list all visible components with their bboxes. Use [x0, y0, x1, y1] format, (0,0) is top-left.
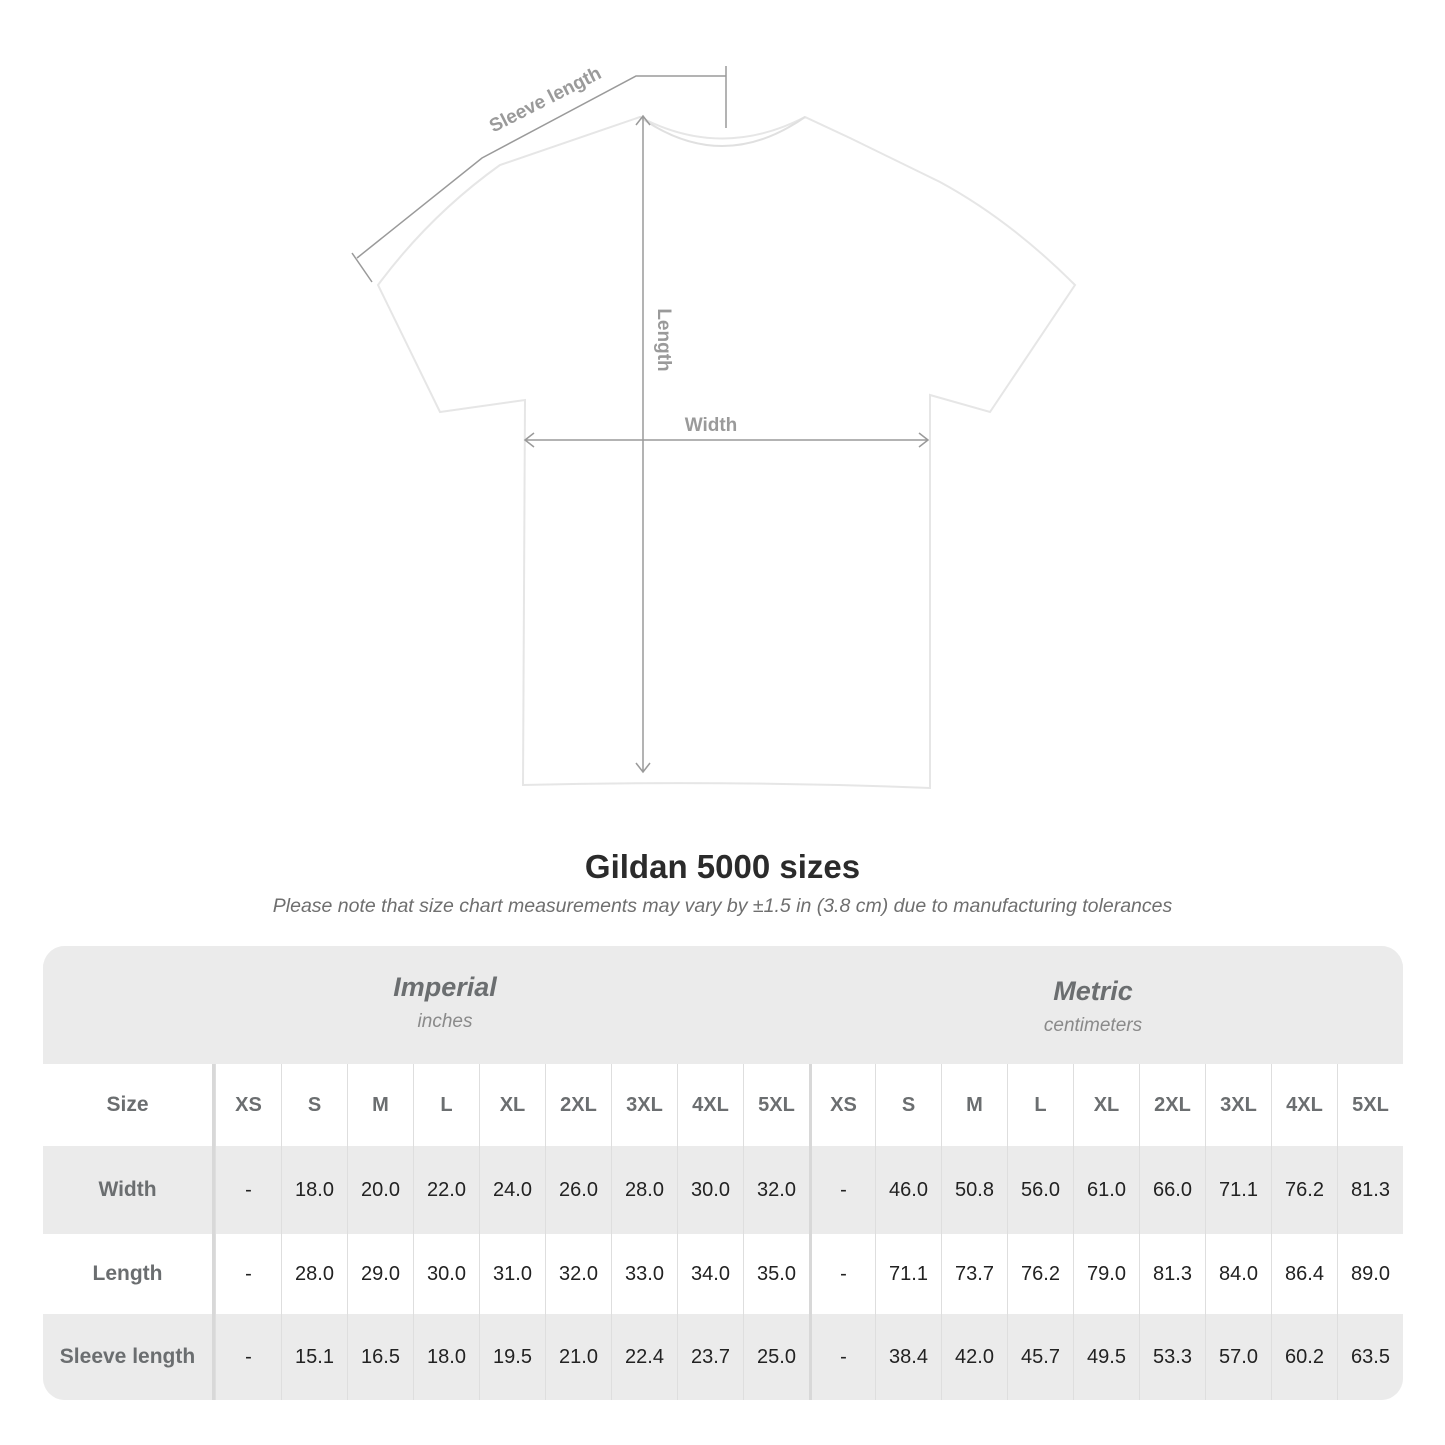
- metric-value-XS: -: [809, 1314, 875, 1400]
- metric-value-L: 56.0: [1007, 1146, 1073, 1234]
- metric-size-L: L: [1007, 1064, 1073, 1146]
- tshirt-diagram: Sleeve length Length Width: [351, 63, 1077, 790]
- metric-value-L: 76.2: [1007, 1234, 1073, 1314]
- imperial-value-S: 28.0: [281, 1234, 347, 1314]
- unit-header-band: Imperial inches Metric centimeters: [43, 946, 1403, 1064]
- metric-value-3XL: 71.1: [1205, 1146, 1271, 1234]
- imperial-value-L: 30.0: [413, 1234, 479, 1314]
- metric-value-5XL: 89.0: [1337, 1234, 1403, 1314]
- metric-value-M: 50.8: [941, 1146, 1007, 1234]
- imperial-value-3XL: 33.0: [611, 1234, 677, 1314]
- imperial-size-3XL: 3XL: [611, 1064, 677, 1146]
- imperial-value-4XL: 30.0: [677, 1146, 743, 1234]
- metric-header: Metric centimeters: [863, 976, 1323, 1037]
- imperial-value-XL: 31.0: [479, 1234, 545, 1314]
- tshirt-shape: [376, 115, 1077, 790]
- metric-value-3XL: 84.0: [1205, 1234, 1271, 1314]
- metric-size-XS: XS: [809, 1064, 875, 1146]
- page-title: Gildan 5000 sizes: [584, 848, 861, 885]
- metric-value-S: 46.0: [875, 1146, 941, 1234]
- metric-value-2XL: 81.3: [1139, 1234, 1205, 1314]
- metric-value-5XL: 63.5: [1337, 1314, 1403, 1400]
- metric-value-3XL: 57.0: [1205, 1314, 1271, 1400]
- metric-value-S: 38.4: [875, 1314, 941, 1400]
- imperial-value-5XL: 35.0: [743, 1234, 809, 1314]
- metric-size-4XL: 4XL: [1271, 1064, 1337, 1146]
- metric-value-XL: 49.5: [1073, 1314, 1139, 1400]
- row-label: Sleeve length: [43, 1314, 215, 1400]
- metric-size-5XL: 5XL: [1337, 1064, 1403, 1146]
- imperial-value-M: 20.0: [347, 1146, 413, 1234]
- imperial-title: Imperial: [393, 972, 497, 1002]
- imperial-size-5XL: 5XL: [743, 1064, 809, 1146]
- row-label: Width: [43, 1146, 215, 1234]
- imperial-value-4XL: 34.0: [677, 1234, 743, 1314]
- imperial-size-L: L: [413, 1064, 479, 1146]
- metric-value-4XL: 60.2: [1271, 1314, 1337, 1400]
- imperial-value-3XL: 22.4: [611, 1314, 677, 1400]
- metric-value-4XL: 86.4: [1271, 1234, 1337, 1314]
- imperial-value-S: 18.0: [281, 1146, 347, 1234]
- metric-size-2XL: 2XL: [1139, 1064, 1205, 1146]
- imperial-value-2XL: 32.0: [545, 1234, 611, 1314]
- metric-value-M: 42.0: [941, 1314, 1007, 1400]
- collar: [639, 116, 806, 147]
- imperial-value-XS: -: [215, 1234, 281, 1314]
- imperial-value-S: 15.1: [281, 1314, 347, 1400]
- size-table: Imperial inches Metric centimeters Size X…: [43, 946, 1403, 1400]
- metric-size-3XL: 3XL: [1205, 1064, 1271, 1146]
- imperial-value-5XL: 25.0: [743, 1314, 809, 1400]
- imperial-value-XS: -: [215, 1314, 281, 1400]
- metric-title: Metric: [1053, 976, 1133, 1006]
- imperial-header: Imperial inches: [215, 972, 675, 1033]
- metric-value-XS: -: [809, 1146, 875, 1234]
- width-label: Width: [685, 415, 738, 436]
- width-line: [523, 432, 930, 448]
- imperial-value-2XL: 26.0: [545, 1146, 611, 1234]
- metric-value-5XL: 81.3: [1337, 1146, 1403, 1234]
- metric-unit: centimeters: [1043, 1015, 1143, 1036]
- sleeve-length-label: Sleeve length: [486, 63, 605, 137]
- length-label: Length: [653, 308, 674, 371]
- size-header-label: Size: [43, 1064, 215, 1146]
- imperial-value-L: 22.0: [413, 1146, 479, 1234]
- metric-size-XL: XL: [1073, 1064, 1139, 1146]
- imperial-size-4XL: 4XL: [677, 1064, 743, 1146]
- table-row: Sleeve length -15.1 16.5 18.0 19.5 21.0 22.4 23…: [43, 1314, 1403, 1400]
- table-row: Width -18.0 20.0 22.0 24.0 26.0 28.0 30.0 32.0-4…: [43, 1146, 1403, 1234]
- metric-value-XL: 79.0: [1073, 1234, 1139, 1314]
- imperial-unit: inches: [417, 1011, 473, 1032]
- imperial-size-2XL: 2XL: [545, 1064, 611, 1146]
- row-label: Length: [43, 1234, 215, 1314]
- imperial-value-2XL: 21.0: [545, 1314, 611, 1400]
- tolerance-note: Please note that size chart measurements…: [272, 895, 1173, 917]
- imperial-value-XS: -: [215, 1146, 281, 1234]
- metric-value-XS: -: [809, 1234, 875, 1314]
- metric-value-2XL: 66.0: [1139, 1146, 1205, 1234]
- imperial-value-L: 18.0: [413, 1314, 479, 1400]
- metric-value-4XL: 76.2: [1271, 1146, 1337, 1234]
- metric-value-M: 73.7: [941, 1234, 1007, 1314]
- length-line: [635, 114, 651, 774]
- sleeve-length-line: [351, 66, 727, 283]
- imperial-value-M: 16.5: [347, 1314, 413, 1400]
- metric-value-XL: 61.0: [1073, 1146, 1139, 1234]
- imperial-value-4XL: 23.7: [677, 1314, 743, 1400]
- imperial-size-XL: XL: [479, 1064, 545, 1146]
- metric-size-M: M: [941, 1064, 1007, 1146]
- imperial-value-XL: 24.0: [479, 1146, 545, 1234]
- metric-value-S: 71.1: [875, 1234, 941, 1314]
- imperial-value-5XL: 32.0: [743, 1146, 809, 1234]
- imperial-size-S: S: [281, 1064, 347, 1146]
- table-row: Length -28.0 29.0 30.0 31.0 32.0 33.0 34.0 35.0-…: [43, 1234, 1403, 1314]
- imperial-value-3XL: 28.0: [611, 1146, 677, 1234]
- metric-value-L: 45.7: [1007, 1314, 1073, 1400]
- metric-size-S: S: [875, 1064, 941, 1146]
- metric-value-2XL: 53.3: [1139, 1314, 1205, 1400]
- size-header-row: Size XS S M L XL 2XL 3XL 4XL 5XL XS S M L XL 2XL 3XL 4XL 5…: [43, 1064, 1403, 1146]
- imperial-size-M: M: [347, 1064, 413, 1146]
- imperial-value-XL: 19.5: [479, 1314, 545, 1400]
- imperial-size-XS: XS: [215, 1064, 281, 1146]
- imperial-value-M: 29.0: [347, 1234, 413, 1314]
